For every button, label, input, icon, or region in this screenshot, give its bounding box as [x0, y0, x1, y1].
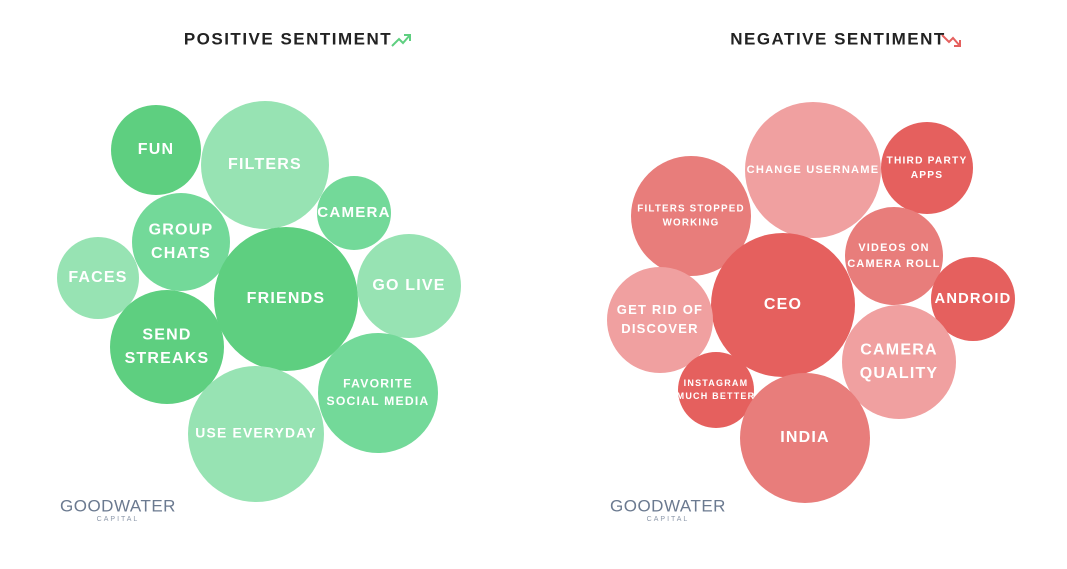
- bubble-label: CHANGE USERNAME: [747, 164, 880, 176]
- bubble-label: CEO: [764, 296, 802, 313]
- bubble-label: ANDROID: [935, 291, 1012, 307]
- bubble: [317, 176, 391, 250]
- bubble-label: CAMERA: [317, 204, 390, 221]
- logo-sub: CAPITAL: [97, 516, 140, 523]
- bubble-label: APPS: [911, 170, 944, 181]
- bubble-label: STREAKS: [125, 350, 210, 367]
- bubble: [318, 333, 438, 453]
- bubble: [711, 233, 855, 377]
- bubble-label: CAMERA ROLL: [847, 258, 940, 270]
- bubble-label: WORKING: [663, 218, 720, 229]
- bubble-label: FILTERS: [228, 156, 302, 173]
- bubble-label: CAMERA: [860, 342, 937, 359]
- bubble: [842, 305, 956, 419]
- bubble-label: SOCIAL MEDIA: [327, 394, 430, 408]
- bubble-label: FACES: [68, 269, 127, 286]
- panel-title: POSITIVE SENTIMENT: [184, 29, 392, 48]
- bubble-label: THIRD PARTY: [887, 155, 968, 166]
- bubble: [740, 373, 870, 503]
- bubble: [57, 237, 139, 319]
- panel-title: NEGATIVE SENTIMENT: [730, 29, 946, 48]
- bubble-label: VIDEOS ON: [858, 242, 929, 254]
- bubble: [631, 156, 751, 276]
- bubble-label: CHATS: [151, 245, 211, 262]
- bubble: [607, 267, 713, 373]
- bubble: [845, 207, 943, 305]
- bubble-label: INDIA: [780, 429, 830, 446]
- bubble-label: USE EVERYDAY: [195, 425, 316, 441]
- logo-name: GOODWATER: [60, 496, 176, 515]
- bubble-label: QUALITY: [860, 365, 939, 382]
- bubble: [132, 193, 230, 291]
- bubble: [357, 234, 461, 338]
- up-arrow: [391, 34, 411, 47]
- logo-name: GOODWATER: [610, 496, 726, 515]
- bubble-label: MUCH BETTER: [677, 391, 756, 401]
- bubble-label: INSTAGRAM: [684, 378, 749, 388]
- logo-sub: CAPITAL: [647, 516, 690, 523]
- bubble: [201, 101, 329, 229]
- bubble: [745, 102, 881, 238]
- bubble: [881, 122, 973, 214]
- bubble-label: SEND: [142, 327, 191, 344]
- down-arrow: [941, 34, 961, 47]
- bubble: [111, 105, 201, 195]
- bubble-label: DISCOVER: [621, 321, 699, 336]
- bubble-label: GET RID OF: [617, 302, 703, 317]
- bubble: [931, 257, 1015, 341]
- bubble-label: FUN: [138, 141, 174, 158]
- bubble: [110, 290, 224, 404]
- bubble: [214, 227, 358, 371]
- bubble-label: FILTERS STOPPED: [637, 204, 744, 215]
- bubble-label: GROUP: [149, 222, 214, 239]
- bubble-label: GO LIVE: [372, 277, 445, 294]
- bubble: [678, 352, 754, 428]
- bubble-label: FAVORITE: [343, 376, 413, 390]
- bubble-label: FRIENDS: [247, 290, 326, 307]
- bubble: [188, 366, 324, 502]
